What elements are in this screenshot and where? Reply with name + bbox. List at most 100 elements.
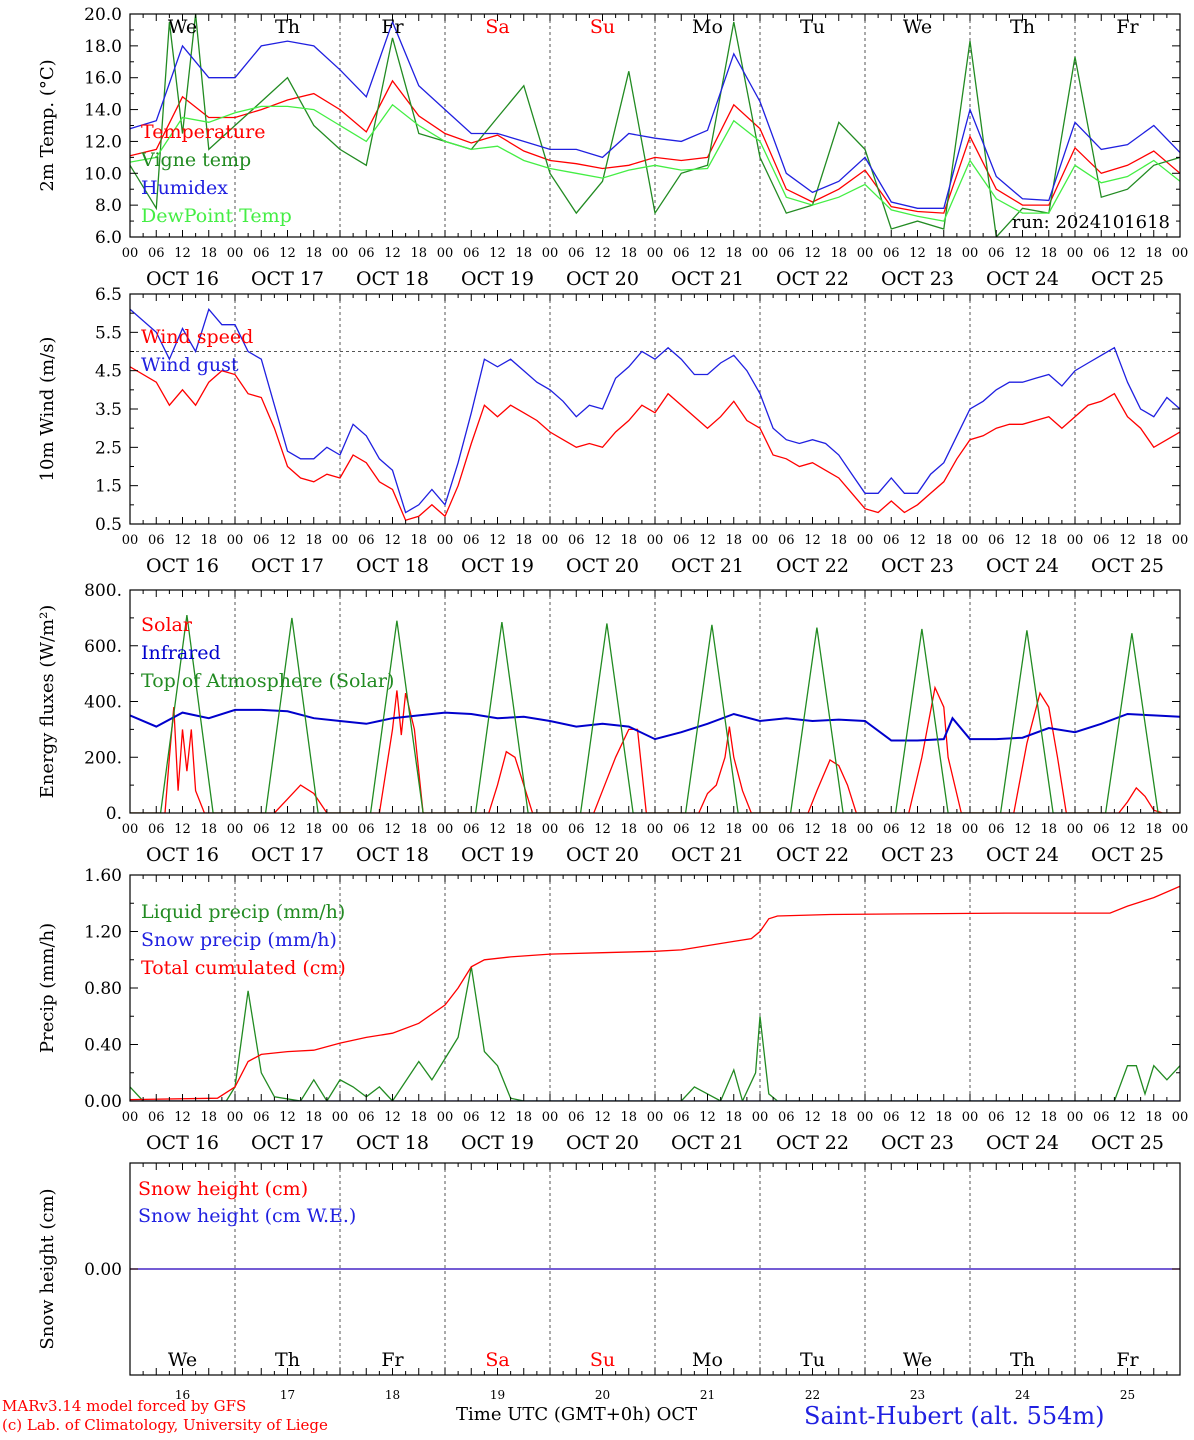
hour-tick-label: 18 <box>1040 1110 1057 1125</box>
y-tick-label: 12.0 <box>84 132 122 152</box>
legend-entry: Snow height (cm W.E.) <box>138 1205 356 1227</box>
hour-tick-label: 06 <box>883 533 900 548</box>
weekday-label: Su <box>590 16 615 38</box>
hour-tick-label: 00 <box>962 533 979 548</box>
hour-tick-label: 06 <box>463 533 480 548</box>
date-label: OCT 20 <box>566 844 639 866</box>
hour-tick-label: 00 <box>1172 533 1189 548</box>
hour-tick-label: 06 <box>778 533 795 548</box>
weekday-label: Fr <box>1116 1349 1139 1371</box>
date-label: OCT 22 <box>776 555 849 577</box>
hour-tick-label: 12 <box>384 1110 401 1125</box>
hour-tick-label: 12 <box>279 533 296 548</box>
hour-tick-label: 00 <box>542 1110 559 1125</box>
hour-tick-label: 12 <box>279 1110 296 1125</box>
date-label: OCT 17 <box>251 844 324 866</box>
hour-tick-label: 12 <box>489 822 506 837</box>
hour-tick-label: 06 <box>568 246 585 261</box>
hour-tick-label: 12 <box>1014 246 1031 261</box>
hour-tick-label: 12 <box>1119 533 1136 548</box>
date-label: OCT 23 <box>881 555 954 577</box>
hour-tick-label: 06 <box>883 246 900 261</box>
hour-tick-label: 12 <box>1014 1110 1031 1125</box>
hour-tick-label: 12 <box>699 1110 716 1125</box>
date-label: OCT 20 <box>566 555 639 577</box>
date-label: OCT 24 <box>986 268 1059 290</box>
series-line-temperature <box>130 79 1180 214</box>
hour-tick-label: 06 <box>988 246 1005 261</box>
hour-tick-label: 06 <box>463 1110 480 1125</box>
hour-tick-label: 18 <box>200 822 217 837</box>
y-tick-label: 600. <box>84 637 122 657</box>
y-tick-label: 6.0 <box>95 228 122 248</box>
date-label: OCT 19 <box>461 844 534 866</box>
precip-panel: 0.00 0.40 0.80 1.20 1.60 Precip (mm/h) 00 06 12 1… <box>37 866 1189 1154</box>
y-axis-label: Energy fluxes (W/m²) <box>37 605 58 799</box>
hour-tick-label: 06 <box>1093 1110 1110 1125</box>
hour-tick-label: 00 <box>122 822 139 837</box>
date-label: OCT 25 <box>1091 1132 1164 1154</box>
weekday-label: We <box>903 1349 932 1371</box>
y-tick-label: 200. <box>84 748 122 768</box>
day-number-label: 25 <box>1120 1388 1135 1402</box>
day-number-label: 23 <box>910 1388 925 1402</box>
hour-tick-label: 06 <box>568 533 585 548</box>
hour-tick-label: 06 <box>463 822 480 837</box>
y-tick-label: 4.5 <box>95 362 122 382</box>
hour-tick-label: 18 <box>1145 822 1162 837</box>
date-label: OCT 21 <box>671 268 744 290</box>
y-tick-label: 2.5 <box>95 438 122 458</box>
hour-tick-label: 06 <box>358 822 375 837</box>
hour-tick-label: 06 <box>148 246 165 261</box>
hour-tick-label: 12 <box>594 533 611 548</box>
date-label: OCT 22 <box>776 1132 849 1154</box>
series-line-vigne-temp <box>130 14 1180 237</box>
hour-tick-label: 00 <box>1067 246 1084 261</box>
legend-entry: Snow height (cm) <box>138 1178 308 1200</box>
date-label: OCT 24 <box>986 555 1059 577</box>
hour-tick-label: 12 <box>699 533 716 548</box>
date-label: OCT 23 <box>881 1132 954 1154</box>
hour-tick-label: 00 <box>1172 1110 1189 1125</box>
weekday-label: Sa <box>485 1349 509 1371</box>
hour-tick-label: 12 <box>489 246 506 261</box>
date-label: OCT 18 <box>356 555 429 577</box>
y-tick-label: 0.80 <box>84 979 122 999</box>
hour-tick-label: 00 <box>962 246 979 261</box>
y-tick-label: 1.20 <box>84 923 122 943</box>
day-number-label: 24 <box>1015 1388 1031 1402</box>
hour-tick-label: 00 <box>542 822 559 837</box>
hour-tick-label: 18 <box>305 533 322 548</box>
day-number-label: 17 <box>280 1388 295 1402</box>
hour-tick-label: 18 <box>935 822 952 837</box>
date-label: OCT 20 <box>566 1132 639 1154</box>
hour-tick-label: 00 <box>122 246 139 261</box>
y-tick-label: 3.5 <box>95 400 122 420</box>
hour-tick-label: 00 <box>1067 822 1084 837</box>
hour-tick-label: 12 <box>699 246 716 261</box>
weekday-label: We <box>168 1349 197 1371</box>
y-tick-label: 16.0 <box>84 69 122 89</box>
legend-entry: Liquid precip (mm/h) <box>141 901 345 923</box>
date-label: OCT 18 <box>356 844 429 866</box>
hour-tick-label: 00 <box>752 822 769 837</box>
series-line-solar <box>130 685 1180 813</box>
hour-tick-label: 00 <box>332 246 349 261</box>
hour-tick-label: 00 <box>647 822 664 837</box>
hour-tick-label: 12 <box>384 246 401 261</box>
hour-tick-label: 00 <box>542 246 559 261</box>
hour-tick-label: 12 <box>384 822 401 837</box>
hour-tick-label: 12 <box>489 533 506 548</box>
hour-tick-label: 06 <box>358 246 375 261</box>
date-label: OCT 18 <box>356 268 429 290</box>
weekday-label: Mo <box>692 1349 723 1371</box>
date-label: OCT 22 <box>776 268 849 290</box>
hour-tick-label: 06 <box>1093 533 1110 548</box>
hour-tick-label: 06 <box>778 246 795 261</box>
energy-flux-panel: 0. 200. 400. 600. 800. Energy fluxes (W/m²) 00… <box>37 581 1188 866</box>
hour-tick-label: 00 <box>647 533 664 548</box>
hour-tick-label: 18 <box>515 1110 532 1125</box>
hour-tick-label: 18 <box>410 1110 427 1125</box>
hour-tick-label: 18 <box>410 822 427 837</box>
series-group <box>130 14 1180 237</box>
